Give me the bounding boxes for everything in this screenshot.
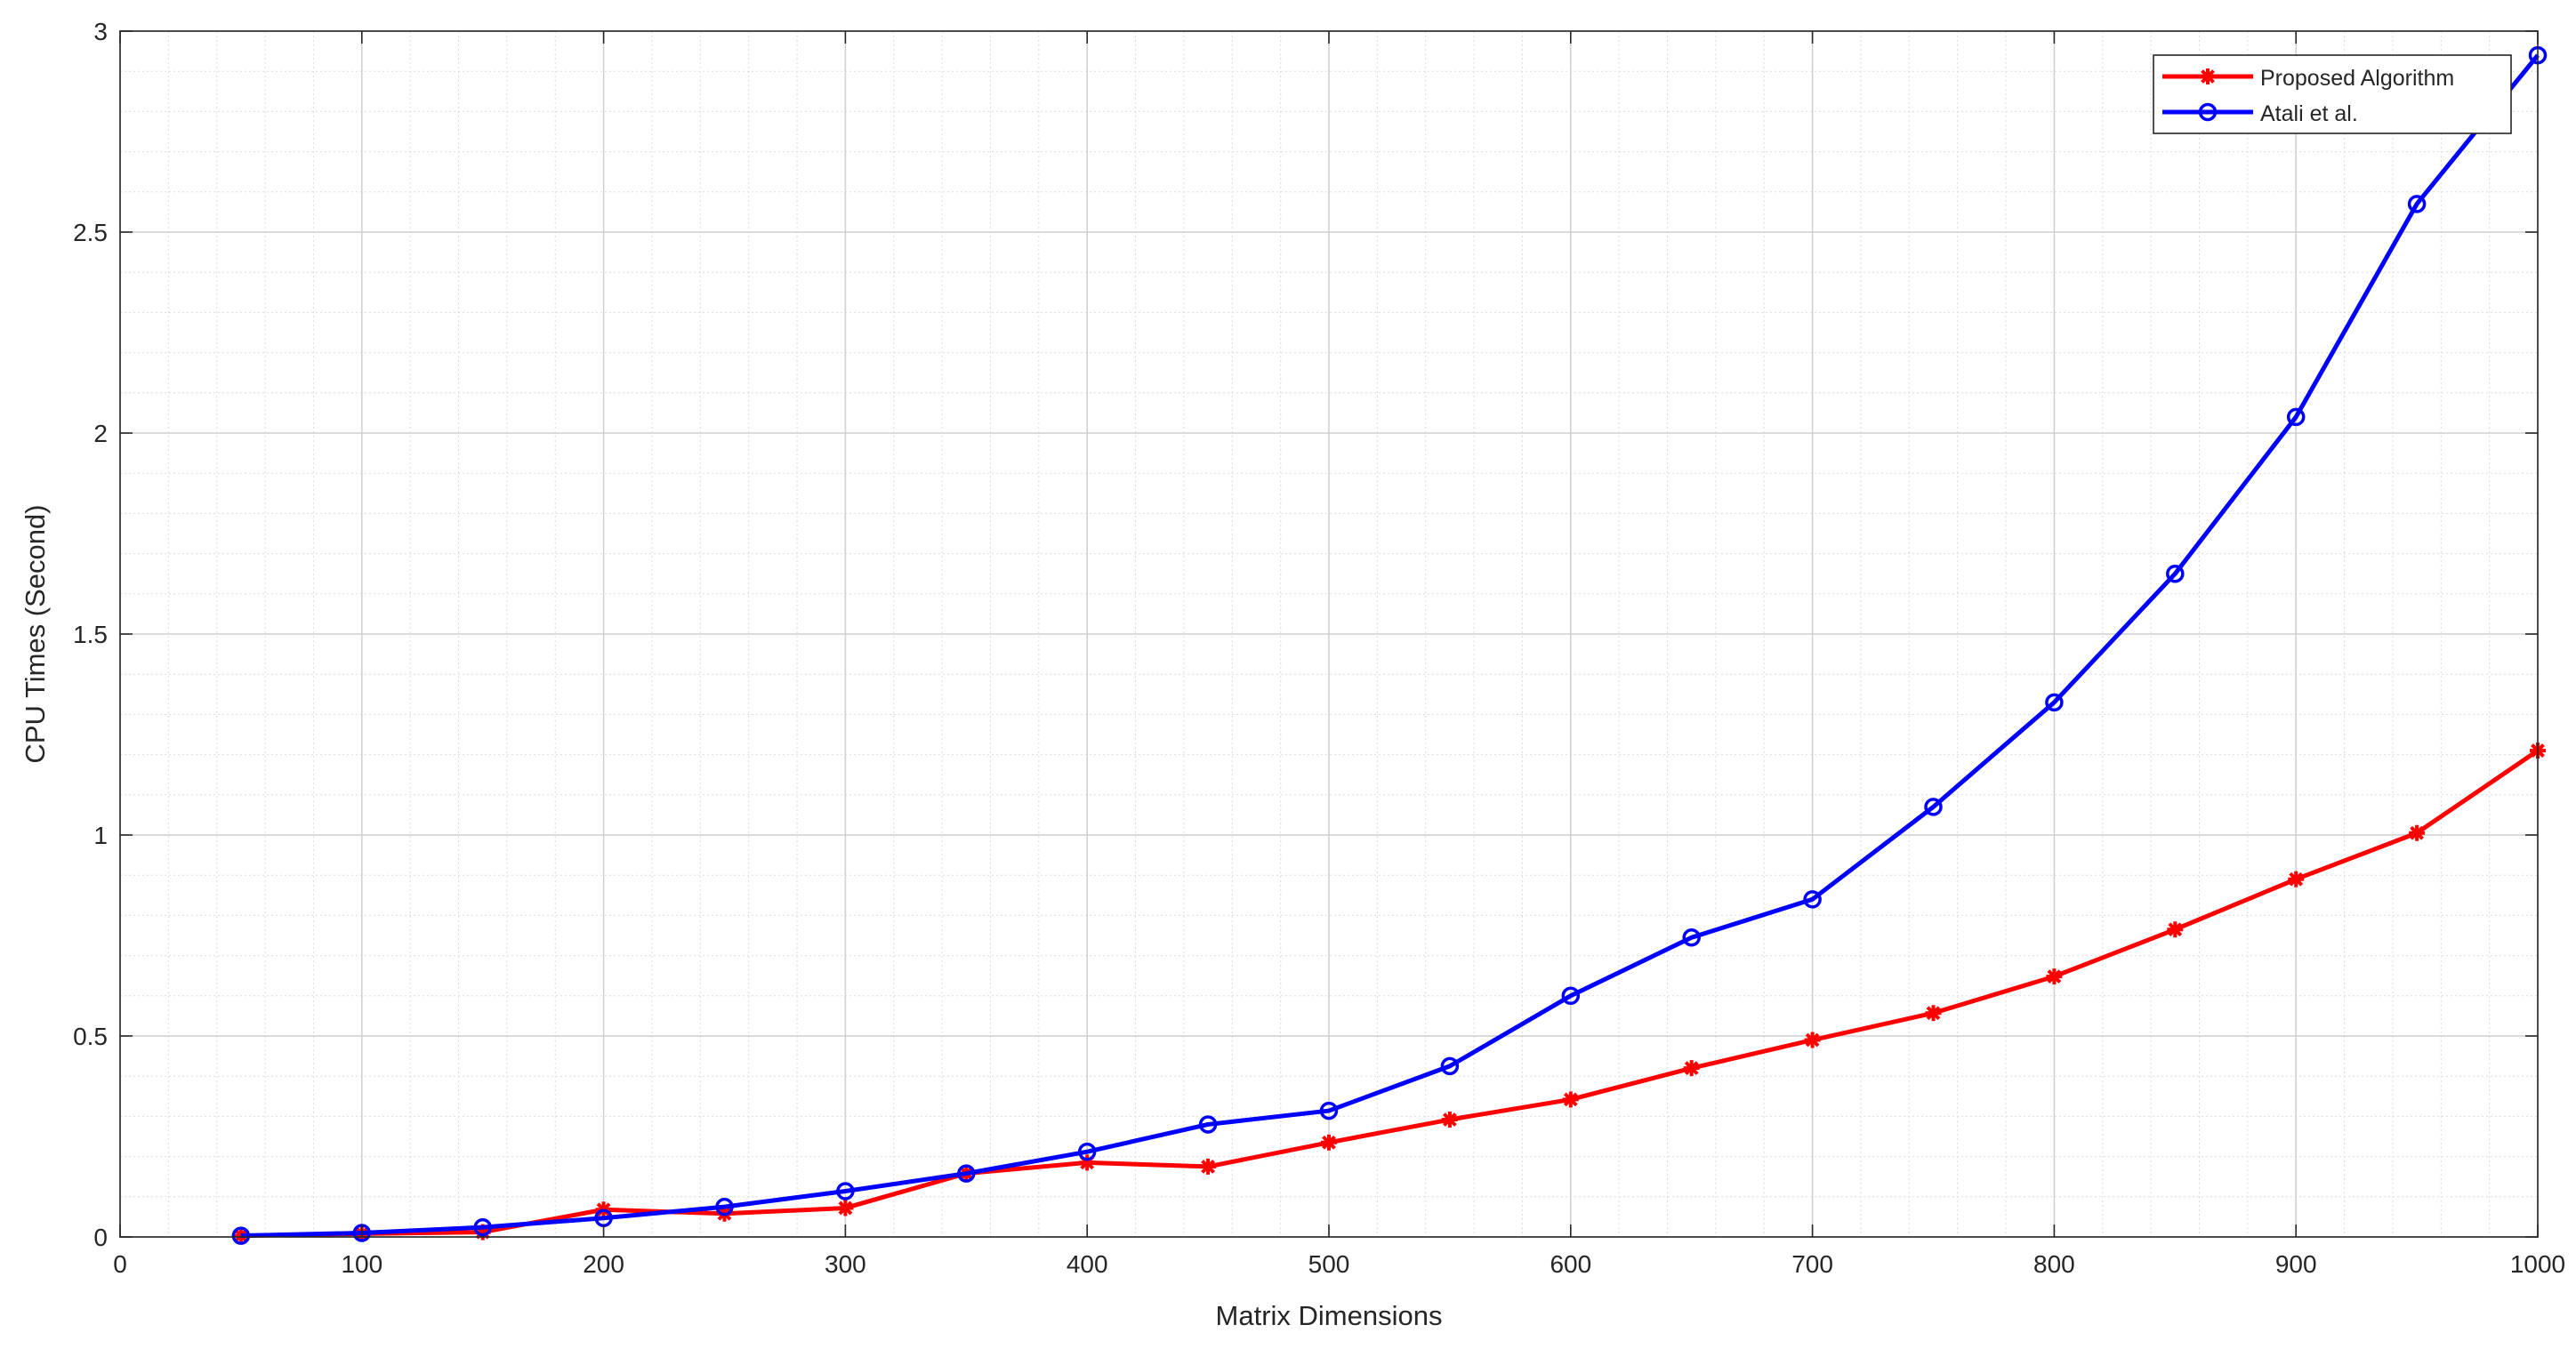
data-point (1683, 1060, 1700, 1077)
y-tick-label: 2.5 (73, 219, 108, 246)
data-point (473, 1217, 492, 1237)
data-point (1925, 1005, 1942, 1022)
legend-marker (2200, 68, 2216, 84)
data-point (2288, 871, 2305, 887)
legend-marker-atali (2198, 102, 2218, 122)
x-tick-label: 100 (341, 1250, 382, 1278)
data-point (2166, 564, 2185, 583)
y-tick-label: 0.5 (73, 1023, 108, 1050)
x-tick-label: 0 (113, 1250, 127, 1278)
y-tick-label: 3 (93, 18, 108, 45)
series-layer (231, 45, 2548, 1245)
data-point (837, 1200, 854, 1217)
x-axis-label: Matrix Dimensions (1216, 1300, 1443, 1331)
data-point (2407, 195, 2427, 213)
x-tick-label: 300 (825, 1250, 866, 1278)
data-point (1200, 1158, 1217, 1175)
x-tick-label: 400 (1067, 1250, 1108, 1278)
data-point (2045, 693, 2064, 712)
data-point (957, 1164, 976, 1183)
legend-marker (2198, 102, 2218, 122)
data-point (1804, 1032, 1821, 1048)
data-point (1682, 928, 1701, 947)
series-line (240, 749, 2540, 1239)
x-tick-label: 900 (2275, 1250, 2317, 1278)
data-point (1321, 1134, 1337, 1151)
legend-box (2153, 54, 2512, 134)
y-axis-label: CPU Times (Second) (20, 504, 51, 763)
y-tick-label: 1.5 (73, 621, 108, 648)
y-tick-label: 2 (93, 420, 108, 447)
legend-label-proposed: Proposed Algorithm (2260, 66, 2454, 91)
data-point (1562, 1091, 1579, 1108)
data-point (1803, 890, 1822, 909)
legend-marker-proposed (2200, 68, 2216, 84)
series-atali-et-al (231, 45, 2548, 1245)
data-point (1561, 986, 1581, 1006)
data-point (836, 1182, 855, 1200)
data-point (1924, 798, 1943, 816)
series-proposed-algorithm (232, 743, 2546, 1244)
data-point (2409, 824, 2426, 841)
y-tick-label: 0 (93, 1224, 108, 1251)
data-point (2286, 407, 2306, 427)
data-point (2167, 921, 2184, 938)
axis-ticks (119, 30, 2539, 1238)
data-point (1441, 1112, 1458, 1128)
y-tick-label: 1 (93, 822, 108, 849)
y-tick-labels: 0 0.5 1 1.5 2 2.5 3 (73, 18, 108, 1251)
data-point (715, 1197, 734, 1217)
data-point (1319, 1101, 1339, 1120)
series-line (240, 53, 2540, 1239)
x-tick-label: 1000 (2510, 1250, 2565, 1278)
data-point (231, 1226, 251, 1245)
x-tick-label: 600 (1550, 1250, 1591, 1278)
x-tick-label: 700 (1791, 1250, 1833, 1278)
x-tick-labels: 0 100 200 300 400 500 600 700 800 900 1000 (113, 1250, 2565, 1278)
data-point (2046, 968, 2063, 985)
x-tick-label: 500 (1308, 1250, 1350, 1278)
data-point (1440, 1056, 1460, 1076)
data-point (1077, 1142, 1097, 1161)
legend: Proposed Algorithm Atali et al. (2153, 54, 2512, 134)
x-tick-label: 200 (583, 1250, 624, 1278)
data-point (1198, 1115, 1218, 1134)
legend-label-atali: Atali et al. (2260, 101, 2358, 126)
x-tick-label: 800 (2033, 1250, 2075, 1278)
